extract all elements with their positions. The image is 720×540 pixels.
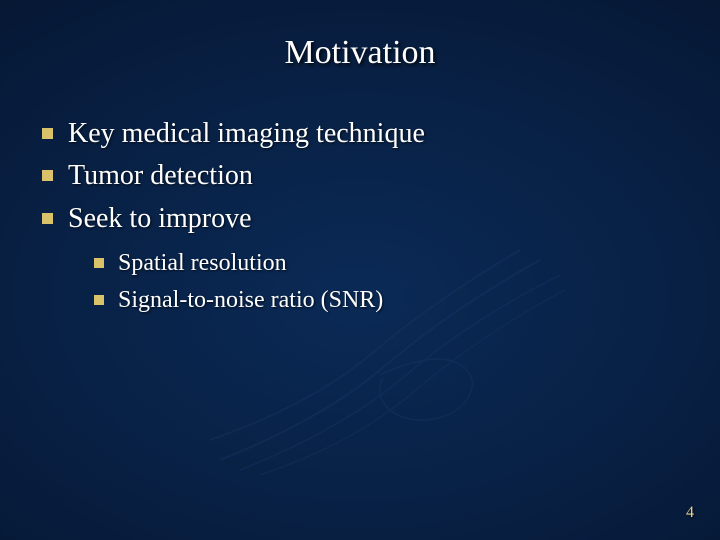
slide: Motivation Key medical imaging technique… (0, 0, 720, 540)
list-item: Spatial resolution (94, 247, 678, 279)
bullet-list-level2: Spatial resolution Signal-to-noise ratio… (94, 247, 678, 316)
list-item: Key medical imaging technique (42, 116, 678, 152)
list-item: Tumor detection (42, 158, 678, 194)
content-area: Key medical imaging technique Tumor dete… (42, 116, 678, 320)
bullet-list-level1: Key medical imaging technique Tumor dete… (42, 116, 678, 237)
slide-title: Motivation (0, 34, 720, 72)
list-item: Signal-to-noise ratio (SNR) (94, 284, 678, 316)
list-item: Seek to improve (42, 201, 678, 237)
page-number: 4 (686, 504, 694, 522)
